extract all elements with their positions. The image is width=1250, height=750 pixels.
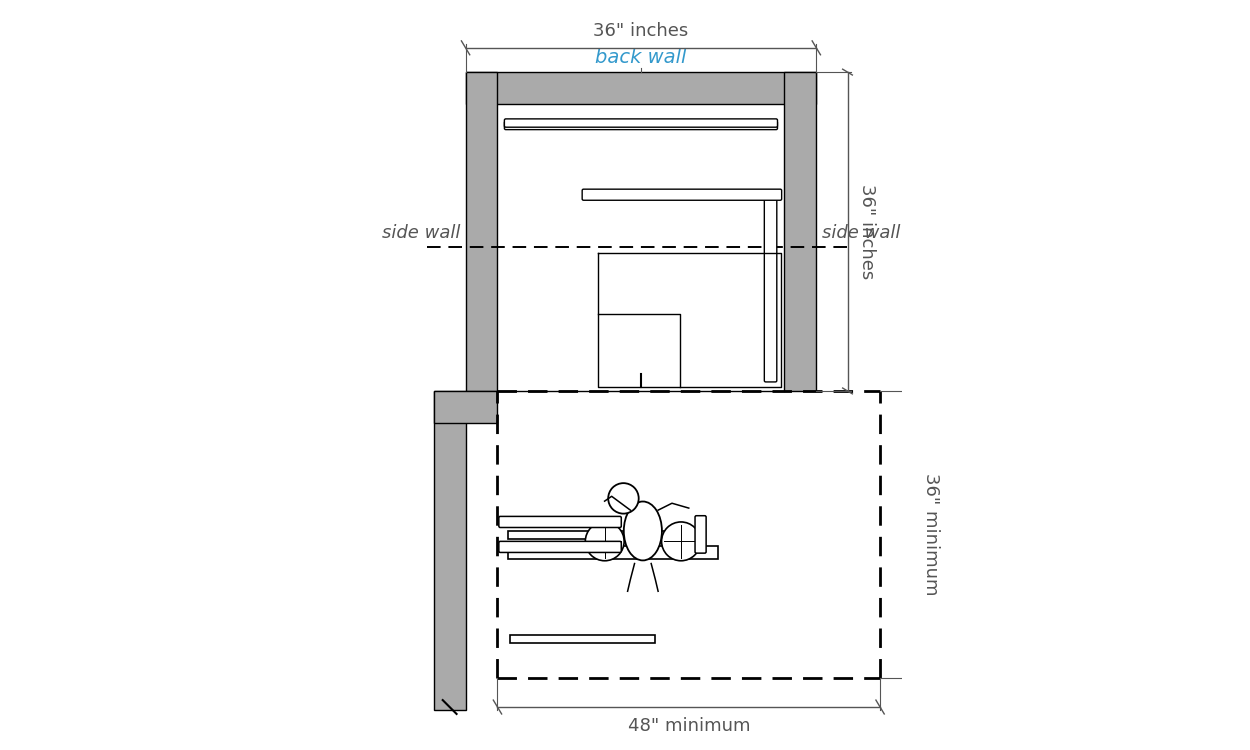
Text: 48" minimum: 48" minimum [628, 717, 750, 735]
Text: side wall: side wall [821, 224, 900, 242]
Bar [508, 546, 719, 559]
FancyBboxPatch shape [764, 193, 776, 382]
Ellipse shape [624, 502, 662, 560]
Circle shape [585, 522, 624, 561]
Text: side wall: side wall [381, 224, 460, 242]
Bar [510, 635, 655, 644]
Text: back wall: back wall [595, 48, 686, 68]
Bar [785, 72, 816, 391]
Circle shape [661, 522, 700, 561]
FancyBboxPatch shape [505, 119, 778, 128]
FancyBboxPatch shape [505, 122, 778, 130]
Text: 36" minimum: 36" minimum [921, 473, 940, 596]
FancyBboxPatch shape [695, 516, 706, 554]
Circle shape [609, 483, 639, 514]
FancyBboxPatch shape [582, 189, 781, 200]
Bar [465, 72, 816, 104]
Bar [465, 72, 498, 391]
Text: 36" inches: 36" inches [858, 184, 876, 279]
Bar [508, 530, 680, 539]
Bar [434, 391, 465, 710]
Text: 36" inches: 36" inches [594, 22, 689, 40]
Bar [434, 391, 498, 423]
FancyBboxPatch shape [499, 517, 621, 527]
FancyBboxPatch shape [499, 542, 621, 553]
